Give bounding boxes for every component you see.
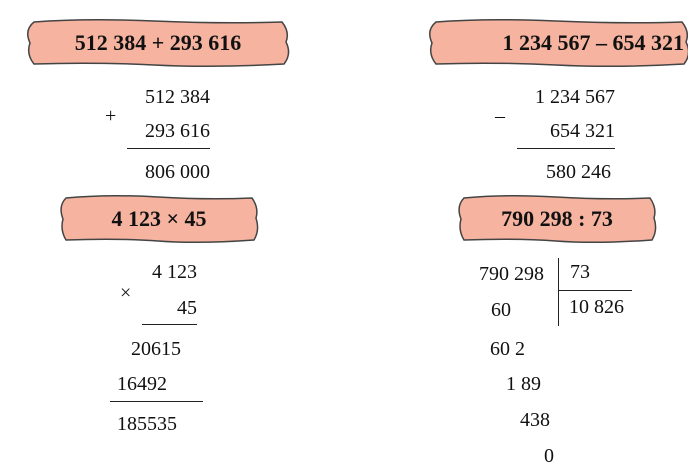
banner-division-text: 790 298 : 73 (501, 206, 613, 231)
addition-result: 806 000 (145, 161, 210, 183)
banner-ribbon-shape (27, 18, 290, 68)
multiplication-result: 185535 (117, 413, 177, 435)
division-quotient-rule (558, 290, 632, 291)
division-step-1: 60 (491, 299, 511, 321)
multiplication-rule-2 (110, 401, 203, 402)
banner-ribbon-shape (60, 194, 259, 244)
subtraction-result: 580 246 (546, 161, 611, 183)
division-quotient: 10 826 (569, 296, 624, 318)
banner-addition: 512 384 + 293 616 (24, 18, 292, 68)
division-step-3: 1 89 (506, 373, 541, 395)
banner-ribbon-shape (458, 194, 657, 244)
addition-rule (127, 148, 210, 149)
banner-multiplication: 4 123 × 45 (58, 194, 260, 244)
banner-multiplication-text: 4 123 × 45 (111, 206, 207, 231)
multiplication-operand-1: 4 123 (152, 261, 197, 283)
banner-addition-text: 512 384 + 293 616 (74, 30, 242, 55)
subtraction-operand-1: 1 234 567 (535, 86, 615, 108)
banner-ribbon-shape (429, 18, 688, 68)
division-vertical-bar (558, 258, 559, 326)
multiplication-rule-1 (142, 324, 197, 325)
division-divisor: 73 (570, 261, 590, 283)
multiplication-operator: × (120, 282, 132, 304)
subtraction-rule (517, 148, 615, 149)
banner-division: 790 298 : 73 (456, 194, 658, 244)
multiplication-operand-2: 45 (177, 297, 197, 319)
addition-operator: + (105, 105, 117, 127)
banner-subtraction-text: 1 234 567 – 654 321 (502, 30, 685, 55)
multiplication-partial-2: 16492 (117, 373, 167, 395)
division-step-4: 438 (520, 409, 550, 431)
division-dividend: 790 298 (479, 263, 544, 285)
multiplication-partial-1: 20615 (131, 338, 181, 360)
subtraction-operand-2: 654 321 (550, 120, 615, 142)
banner-subtraction: 1 234 567 – 654 321 (426, 18, 688, 68)
division-step-5: 0 (544, 445, 554, 467)
addition-operand-2: 293 616 (145, 120, 210, 142)
division-step-2: 60 2 (490, 338, 525, 360)
addition-operand-1: 512 384 (145, 86, 210, 108)
subtraction-operator: – (495, 105, 505, 127)
